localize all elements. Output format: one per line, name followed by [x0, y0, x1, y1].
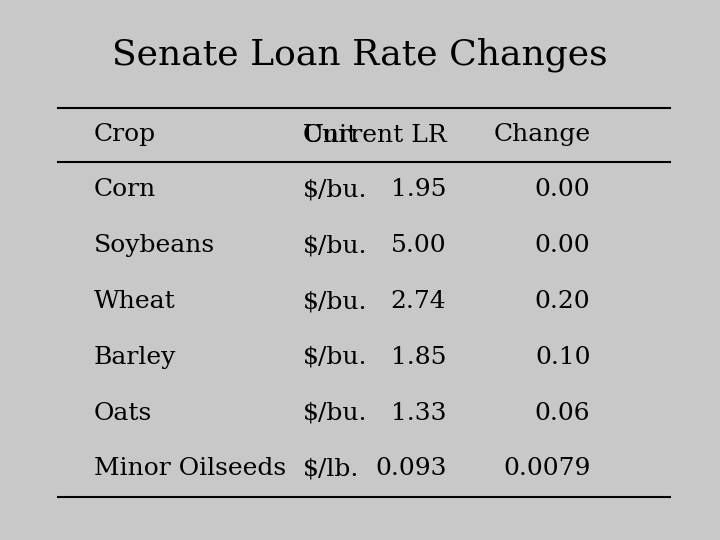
Text: Unit: Unit [302, 124, 358, 146]
Text: 0.00: 0.00 [535, 234, 590, 257]
Text: 0.00: 0.00 [535, 178, 590, 201]
Text: $/bu.: $/bu. [302, 290, 367, 313]
Text: Corn: Corn [94, 178, 156, 201]
Text: 2.74: 2.74 [391, 290, 446, 313]
Text: Oats: Oats [94, 402, 152, 424]
Text: $/bu.: $/bu. [302, 234, 367, 257]
Text: 0.0079: 0.0079 [503, 457, 590, 481]
Text: $/lb.: $/lb. [302, 457, 359, 481]
Text: 1.95: 1.95 [391, 178, 446, 201]
Text: Soybeans: Soybeans [94, 234, 215, 257]
Text: Crop: Crop [94, 124, 156, 146]
Text: 5.00: 5.00 [391, 234, 446, 257]
Text: Wheat: Wheat [94, 290, 176, 313]
Text: Current LR: Current LR [303, 124, 446, 146]
Text: 0.10: 0.10 [535, 346, 590, 369]
Text: 0.093: 0.093 [375, 457, 446, 481]
Text: $/bu.: $/bu. [302, 178, 367, 201]
Text: Change: Change [493, 124, 590, 146]
Text: Minor Oilseeds: Minor Oilseeds [94, 457, 286, 481]
Text: 0.20: 0.20 [535, 290, 590, 313]
Text: 1.33: 1.33 [391, 402, 446, 424]
Text: 1.85: 1.85 [391, 346, 446, 369]
Text: Senate Loan Rate Changes: Senate Loan Rate Changes [112, 38, 608, 72]
Text: Barley: Barley [94, 346, 176, 369]
Text: 0.06: 0.06 [535, 402, 590, 424]
Text: $/bu.: $/bu. [302, 402, 367, 424]
Text: $/bu.: $/bu. [302, 346, 367, 369]
